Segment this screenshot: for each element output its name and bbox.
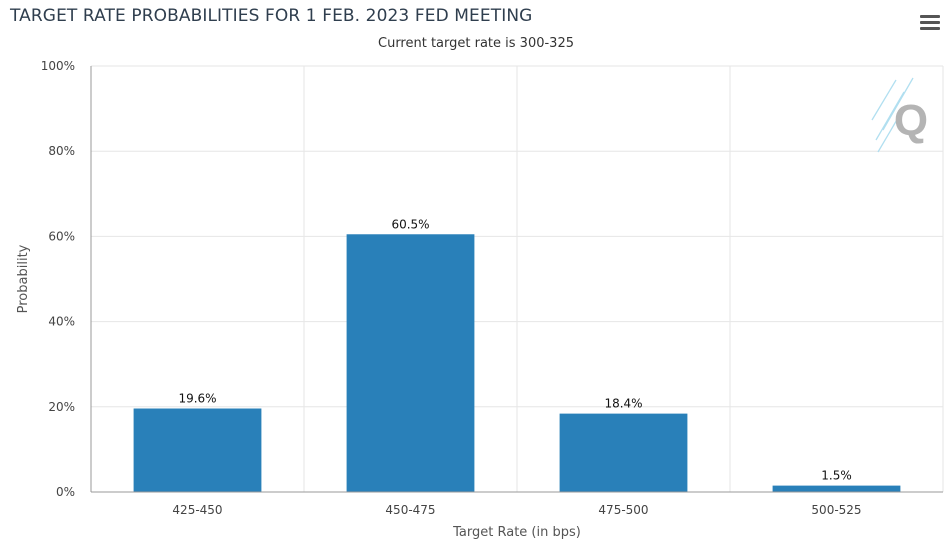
bar-425-450[interactable] (133, 408, 262, 492)
y-tick-label: 60% (48, 229, 75, 243)
y-tick-label: 0% (56, 485, 75, 499)
x-tick-label: 425-450 (172, 503, 222, 517)
bar-450-475[interactable] (346, 234, 475, 492)
data-label: 19.6% (178, 392, 216, 406)
data-label: 60.5% (391, 217, 429, 231)
x-tick-label: 450-475 (385, 503, 435, 517)
y-tick-label: 40% (48, 315, 75, 329)
watermark-q: Q (894, 96, 928, 145)
data-label: 1.5% (821, 469, 852, 483)
x-tick-label: 500-525 (811, 503, 861, 517)
y-tick-label: 20% (48, 400, 75, 414)
bar-475-500[interactable] (559, 413, 688, 492)
quikstrike-q-logo: Q (871, 77, 928, 153)
chart-subtitle: Current target rate is 300-325 (378, 36, 574, 51)
y-axis-title: Probability (16, 244, 31, 313)
chart-title: TARGET RATE PROBABILITIES FOR 1 FEB. 202… (10, 6, 533, 26)
y-tick-label: 80% (48, 144, 75, 158)
y-tick-label: 100% (41, 59, 75, 73)
x-tick-label: 475-500 (598, 503, 648, 517)
x-axis-title: Target Rate (in bps) (452, 525, 581, 540)
data-label: 18.4% (604, 397, 642, 411)
bar-500-525[interactable] (772, 485, 901, 492)
hamburger-menu-icon[interactable] (920, 14, 942, 32)
